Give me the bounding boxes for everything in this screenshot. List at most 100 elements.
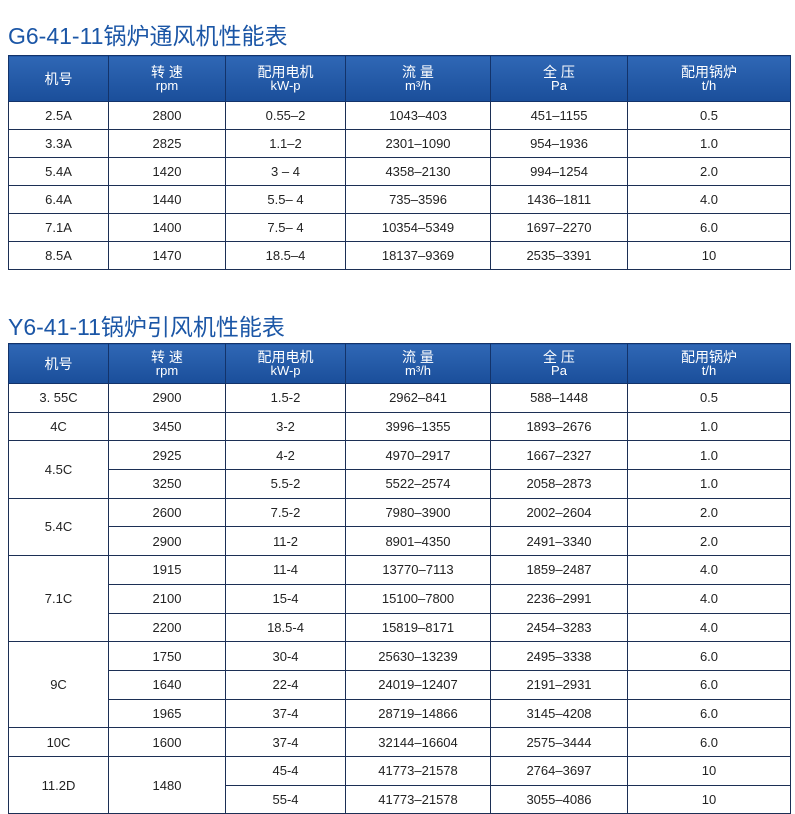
header-cell: 转 速 rpm	[108, 55, 226, 102]
cell: 3-2	[225, 411, 346, 442]
cell: 2535–3391	[490, 241, 628, 270]
cell: 18.5-4	[225, 612, 346, 643]
header-unit: kW-p	[270, 77, 301, 93]
header-label: 配用锅炉	[681, 348, 737, 365]
header-row: 机号转 速 rpm 配用电机 kW-p 流 量 m³/h 全 压 Pa 配用锅炉 t/h	[8, 343, 791, 384]
header-label: 流 量	[402, 348, 434, 365]
cell: 1440	[108, 185, 226, 214]
header-unit: t/h	[701, 77, 717, 93]
cell: 451–1155	[490, 101, 628, 130]
cell: 10	[627, 241, 791, 270]
cell: 3145–4208	[490, 698, 628, 729]
cell: 3.3A	[8, 129, 109, 158]
cell: 3055–4086	[490, 784, 628, 814]
row: 2200 18.5-4 15819–8171 2454–3283 4.0	[9, 612, 791, 643]
cell: 8.5A	[8, 241, 109, 270]
table: 机号转 速 rpm 配用电机 kW-p 流 量 m³/h 全 压 Pa 配用锅炉 t/h 2.5A 2…	[8, 55, 791, 270]
header-cell: 配用锅炉 t/h	[627, 55, 791, 102]
header-unit: rpm	[155, 77, 179, 93]
cell: 1915	[108, 555, 226, 585]
cell: 4-2	[225, 440, 346, 471]
cell: 7.5-2	[225, 497, 346, 528]
cell: 6.0	[627, 213, 791, 242]
cell: 1470	[108, 241, 226, 270]
cell: 32144–16604	[345, 727, 491, 757]
header-cell: 配用电机 kW-p	[225, 55, 346, 102]
header-cell: 全 压 Pa	[490, 343, 628, 384]
cell: 3996–1355	[345, 411, 491, 442]
cell: 28719–14866	[345, 698, 491, 729]
cell: 4.0	[627, 185, 791, 214]
row: 8.5A 1470 18.5–4 18137–9369 2535–3391 10	[8, 241, 791, 270]
header-label: 配用电机	[257, 63, 314, 80]
row: 9C 1750 30-4 25630–13239 2495–3338 6.0	[8, 641, 791, 729]
cell: 45-4	[225, 755, 346, 786]
cell: 1420	[108, 157, 226, 186]
row: 55-4 41773–21578 3055–4086 10	[9, 784, 791, 814]
row: 11.2D 1480 45-4 41773–21578 2764–3697 10	[8, 755, 791, 814]
cell: 1667–2327	[490, 440, 628, 471]
cell: 1.0	[627, 129, 791, 158]
row: 3. 55C 2900 1.5-2 2962–841 588–1448 0.5	[8, 383, 791, 413]
header-label: 转 速	[151, 63, 183, 80]
header-cell: 机号	[8, 343, 109, 384]
row: 10C 1600 37-4 32144–16604 2575–3444 6.0	[8, 727, 791, 757]
header-unit: Pa	[551, 362, 567, 378]
cell: 15100–7800	[345, 583, 491, 614]
cell: 2825	[108, 129, 226, 158]
cell: 2200	[108, 612, 226, 643]
cell: 1436–1811	[490, 185, 628, 214]
cell: 18137–9369	[345, 241, 491, 270]
cell: 2454–3283	[490, 612, 628, 643]
cell: 735–3596	[345, 185, 491, 214]
row: 4C 3450 3-2 3996–1355 1893–2676 1.0	[8, 411, 791, 442]
table-title: G6-41-11锅炉通风机性能表	[8, 23, 288, 49]
row: 3.3A 2825 1.1–2 2301–1090 954–1936 1.0	[8, 129, 791, 158]
cell: 1.5-2	[225, 383, 346, 413]
cell: 1043–403	[345, 101, 491, 130]
cell: 2301–1090	[345, 129, 491, 158]
header-label: 机号	[44, 70, 73, 87]
cell: 4.0	[627, 555, 791, 585]
cell: 6.0	[627, 641, 791, 671]
header-cell: 配用电机 kW-p	[225, 343, 346, 384]
row: 4.5C 2925 4-2 4970–2917 1667–2327 1.0	[8, 440, 791, 499]
cell: 24019–12407	[345, 669, 491, 700]
cell: 6.0	[627, 698, 791, 729]
row: 7.1A 1400 7.5– 4 10354–5349 1697–2270 6.0	[8, 213, 791, 242]
cell: 5522–2574	[345, 469, 491, 499]
cell: 6.0	[627, 669, 791, 700]
cell: 1.1–2	[225, 129, 346, 158]
cell: 2925	[108, 440, 226, 471]
row: 5.4A 1420 3 – 4 4358–2130 994–1254 2.0	[8, 157, 791, 186]
cell: 1859–2487	[490, 555, 628, 585]
row: 7.1C 1915 11-4 13770–7113 1859–2487 4.0	[8, 555, 791, 643]
cell: 1750	[108, 641, 226, 671]
cell: 55-4	[225, 784, 346, 814]
cell: 2491–3340	[490, 526, 628, 557]
cell: 6.4A	[8, 185, 109, 214]
cell: 7.5– 4	[225, 213, 346, 242]
cell: 2.5A	[8, 101, 109, 130]
cell: 6.0	[627, 727, 791, 757]
cell: 11.2D	[8, 755, 109, 814]
cell: 10C	[8, 727, 109, 757]
cell: 8901–4350	[345, 526, 491, 557]
cell: 2764–3697	[490, 755, 628, 786]
cell: 1893–2676	[490, 411, 628, 442]
cell: 10354–5349	[345, 213, 491, 242]
cell: 2100	[108, 583, 226, 614]
cell: 0.5	[627, 101, 791, 130]
header-cell: 流 量 m³/h	[345, 343, 491, 384]
header-row: 机号转 速 rpm 配用电机 kW-p 流 量 m³/h 全 压 Pa 配用锅炉 t/h	[8, 55, 791, 102]
header-label: 全 压	[543, 63, 575, 80]
cell: 41773–21578	[345, 755, 491, 786]
cell: 7.1A	[8, 213, 109, 242]
cell: 7980–3900	[345, 497, 491, 528]
header-cell: 流 量 m³/h	[345, 55, 491, 102]
header-label: 配用电机	[257, 348, 314, 365]
table: 机号转 速 rpm 配用电机 kW-p 流 量 m³/h 全 压 Pa 配用锅炉 t/h 3. 55…	[8, 343, 791, 814]
cell: 2191–2931	[490, 669, 628, 700]
cell: 1640	[108, 669, 226, 700]
row: 5.4C 2600 7.5-2 7980–3900 2002–2604 2.0	[8, 497, 791, 557]
